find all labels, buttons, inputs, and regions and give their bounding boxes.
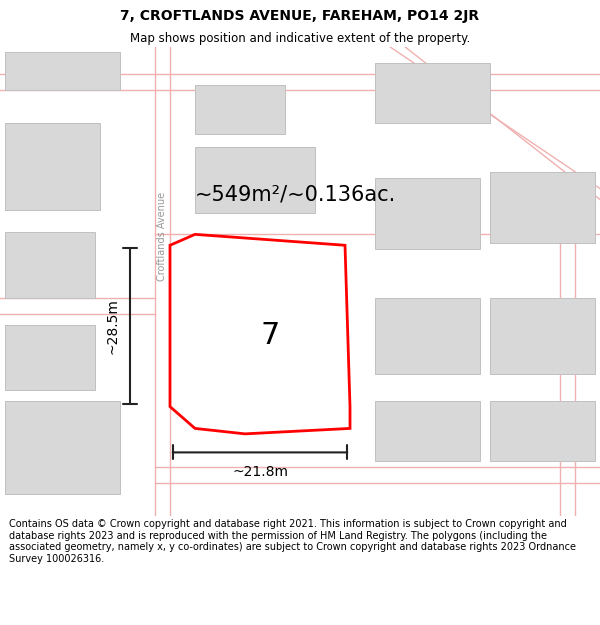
Bar — [5, 325, 95, 390]
Bar — [375, 63, 490, 123]
Text: ~28.5m: ~28.5m — [106, 298, 120, 354]
Text: Croftlands Avenue: Croftlands Avenue — [157, 192, 167, 281]
Text: 7: 7 — [260, 321, 280, 350]
Text: ~549m²/~0.136ac.: ~549m²/~0.136ac. — [195, 184, 396, 204]
Bar — [375, 401, 480, 461]
Polygon shape — [170, 234, 350, 434]
Bar — [490, 173, 595, 243]
Bar — [195, 147, 315, 213]
Text: Contains OS data © Crown copyright and database right 2021. This information is : Contains OS data © Crown copyright and d… — [9, 519, 576, 564]
Bar — [490, 298, 595, 374]
Bar — [490, 401, 595, 461]
Text: Map shows position and indicative extent of the property.: Map shows position and indicative extent… — [130, 32, 470, 45]
Bar — [375, 298, 480, 374]
Text: 7, CROFTLANDS AVENUE, FAREHAM, PO14 2JR: 7, CROFTLANDS AVENUE, FAREHAM, PO14 2JR — [121, 9, 479, 23]
Text: ~21.8m: ~21.8m — [232, 466, 288, 479]
Bar — [195, 276, 325, 396]
Bar — [5, 232, 95, 298]
Bar — [5, 123, 100, 211]
Bar — [195, 85, 285, 134]
Bar — [375, 177, 480, 249]
Bar — [5, 52, 120, 91]
Bar — [5, 401, 120, 494]
